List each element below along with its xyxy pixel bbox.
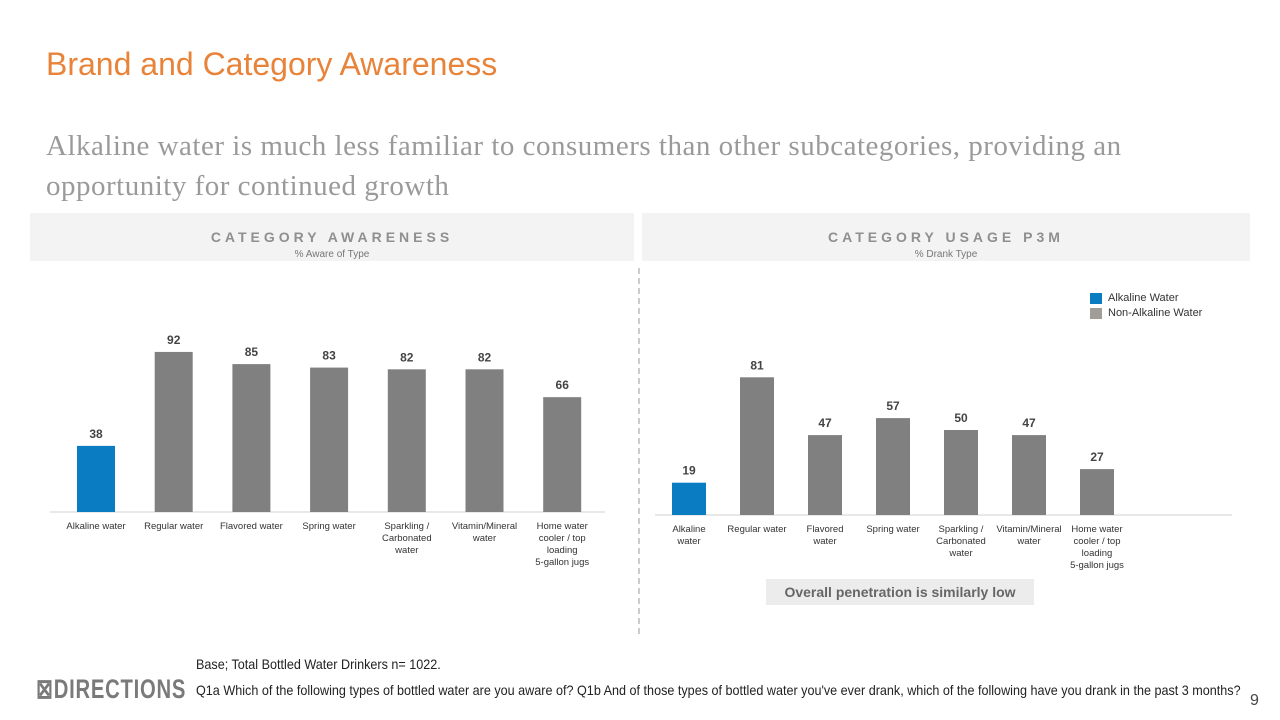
awareness-header: CATEGORY AWARENESS % Aware of Type	[30, 213, 634, 261]
bar	[232, 364, 271, 512]
data-label: 83	[322, 349, 336, 363]
usage-header: CATEGORY USAGE P3M % Drank Type	[642, 213, 1250, 261]
category-label: Alkaline water	[672, 524, 705, 547]
data-label: 81	[750, 358, 764, 372]
data-label: 47	[818, 416, 832, 430]
bar	[77, 445, 115, 512]
chart-divider	[638, 268, 640, 634]
data-label: 50	[954, 411, 968, 425]
slide-title: Brand and Category Awareness	[46, 46, 498, 82]
data-label: 82	[478, 350, 492, 364]
slide-subtitle: Alkaline water is much less familiar to …	[46, 130, 1122, 202]
legend-label: Non-Alkaline Water	[1108, 307, 1203, 319]
usage-subtitle: % Drank Type	[914, 249, 978, 260]
data-label: 57	[886, 399, 900, 413]
bar	[876, 418, 910, 515]
category-label: Spring water	[866, 524, 919, 535]
category-label: Spring water	[302, 521, 355, 532]
awareness-subtitle: % Aware of Type	[294, 249, 370, 260]
category-label: Alkaline water	[66, 521, 125, 532]
bar	[465, 369, 504, 512]
bar	[808, 435, 842, 515]
annotation-callout: Overall penetration is similarly low	[766, 579, 1034, 605]
data-label: 38	[89, 427, 103, 441]
page-number: 9	[1250, 692, 1259, 709]
data-label: 66	[556, 378, 570, 392]
bar	[1080, 469, 1114, 515]
data-label: 85	[245, 345, 259, 359]
category-label: Home water cooler / top loading 5-gallon ju…	[1070, 524, 1124, 571]
usage-title: CATEGORY USAGE P3M	[828, 229, 1064, 245]
data-label: 27	[1090, 450, 1104, 464]
category-label: Regular water	[144, 521, 203, 532]
bar	[310, 367, 349, 512]
data-label: 82	[400, 350, 414, 364]
category-label: Sparkling / Carbonated water	[936, 524, 986, 559]
bar	[1012, 435, 1046, 515]
legend: Alkaline Water Non-Alkaline Water	[1090, 292, 1202, 322]
bar	[740, 377, 774, 515]
bar	[944, 430, 978, 515]
category-label: Sparkling / Carbonated water	[382, 521, 432, 556]
data-label: 47	[1022, 416, 1036, 430]
awareness-title: CATEGORY AWARENESS	[210, 229, 454, 245]
directions-logo: ⊠DIRECTIONS	[36, 674, 187, 704]
base-note: Base; Total Bottled Water Drinkers n= 10…	[196, 656, 441, 672]
bar	[672, 482, 706, 515]
legend-alkaline: Alkaline Water	[1090, 292, 1202, 304]
bar	[154, 351, 193, 512]
data-label: 19	[682, 464, 696, 478]
bar	[387, 369, 426, 512]
legend-label: Alkaline Water	[1108, 292, 1179, 304]
awareness-chart: 38 Alkaline water 92 Regular water 85 Flavore…	[50, 333, 605, 568]
legend-swatch-alkaline	[1090, 292, 1102, 304]
bar	[543, 397, 582, 512]
data-label: 92	[167, 333, 181, 347]
category-label: Regular water	[727, 524, 786, 535]
legend-non-alkaline: Non-Alkaline Water	[1090, 307, 1202, 319]
legend-swatch-non-alkaline	[1090, 307, 1102, 319]
usage-chart: 19 Alkaline water 81 Regular water 47 Flavored…	[655, 358, 1232, 571]
category-label: Flavored water	[220, 521, 283, 532]
category-label: Vitamin/Mineral water	[996, 524, 1061, 547]
category-label: Home water cooler / top loading 5-gallon ju…	[535, 521, 589, 568]
category-label: Vitamin/Mineral water	[452, 521, 517, 544]
question-note: Q1a Which of the following types of bott…	[196, 682, 1241, 698]
logo-text: DIRECTIONS	[53, 674, 187, 704]
category-label: Flavored water	[807, 524, 844, 547]
